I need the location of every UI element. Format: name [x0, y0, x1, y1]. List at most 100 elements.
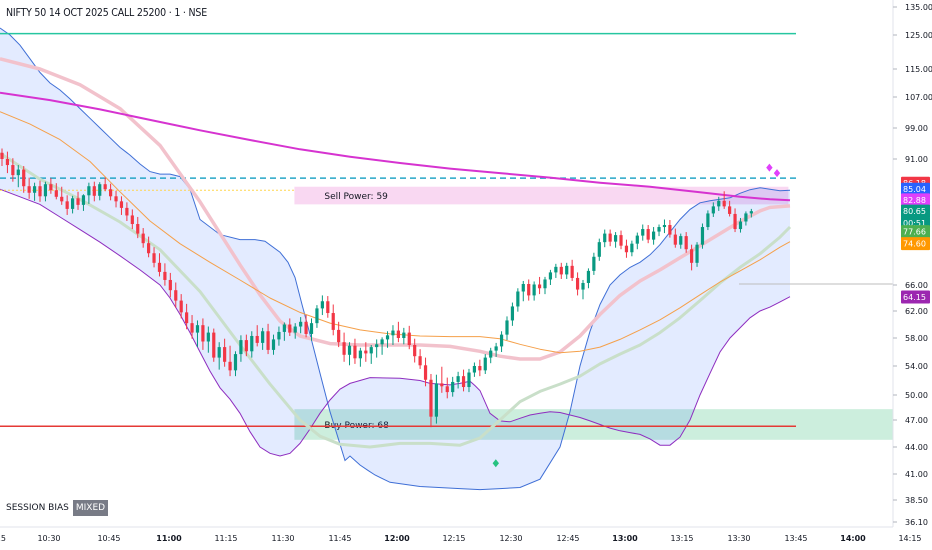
signal-marker-1 [766, 163, 773, 172]
bollinger-band-fill [0, 28, 790, 490]
time-tick-label-3: 11:00 [156, 534, 182, 543]
candle-body-79 [429, 379, 433, 417]
candle-body-74 [402, 332, 406, 338]
candle-body-101 [548, 272, 553, 280]
candle-body-135 [733, 213, 737, 230]
candle-body-56 [304, 321, 308, 334]
candle-body-131 [711, 206, 715, 214]
price-label-text-7: 64.15 [903, 293, 926, 302]
candle-body-136 [738, 221, 743, 230]
candle-body-120 [652, 231, 656, 240]
candle-body-62 [337, 329, 341, 343]
bollinger-upper-line [0, 27, 791, 491]
candle-body-35 [190, 323, 194, 333]
zone-box-1 [294, 409, 893, 440]
candle-body-70 [380, 339, 384, 345]
candle-body-55 [299, 321, 303, 327]
candle-body-118 [641, 229, 645, 236]
candle-body-114 [619, 235, 623, 246]
candle-body-103 [559, 266, 563, 275]
candle-body-72 [391, 330, 395, 336]
candle-body-93 [505, 320, 509, 335]
price-tick-label-12: 44.00 [905, 443, 928, 452]
candle-body-40 [217, 347, 221, 358]
candle-body-126 [684, 236, 688, 250]
candle-body-61 [331, 313, 335, 330]
time-tick-label-7: 12:00 [384, 534, 410, 543]
candle-body-11 [60, 196, 64, 202]
zone-label-0: Sell Power: 59 [324, 192, 388, 202]
candle-body-130 [706, 213, 710, 228]
candle-body-128 [695, 244, 699, 263]
time-tick-label-8: 12:15 [442, 534, 465, 543]
candle-body-4 [22, 169, 26, 187]
price-label-text-3: 80.65 [903, 207, 926, 216]
candle-body-115 [624, 245, 629, 253]
candle-body-2 [11, 165, 15, 176]
candle-body-24 [130, 215, 134, 225]
candle-body-129 [700, 227, 705, 245]
candle-body-50 [271, 339, 276, 350]
candle-body-18 [98, 184, 102, 196]
candle-body-31 [168, 279, 172, 291]
candle-body-22 [119, 201, 124, 208]
candle-body-116 [630, 243, 634, 253]
candle-body-64 [347, 345, 352, 355]
candle-body-34 [185, 312, 189, 324]
candle-body-58 [315, 308, 319, 324]
candle-body-110 [597, 242, 601, 257]
time-tick-label-12: 13:15 [670, 534, 693, 543]
candle-body-65 [353, 345, 357, 359]
price-label-box-6 [901, 237, 930, 251]
candle-body-117 [635, 235, 639, 244]
price-tick-label-0: 135.00 [905, 3, 932, 12]
price-label-box-7 [901, 290, 930, 304]
candle-body-137 [744, 213, 748, 222]
candle-body-23 [125, 207, 129, 216]
candle-body-33 [179, 300, 183, 313]
candle-body-12 [65, 201, 69, 209]
time-tick-label-1: 10:30 [37, 534, 60, 543]
bollinger-lower-line [0, 188, 791, 457]
session-bias-label: SESSION BIAS [6, 502, 69, 513]
candle-body-113 [613, 235, 618, 242]
candle-body-111 [603, 233, 607, 243]
price-tick-label-5: 91.00 [905, 155, 928, 164]
candle-body-92 [499, 334, 504, 347]
zone-box-0 [294, 186, 789, 205]
price-tick-label-2: 115.00 [905, 65, 932, 74]
candle-body-60 [326, 301, 330, 314]
candle-body-78 [423, 365, 428, 380]
time-tick-label-10: 12:45 [556, 534, 579, 543]
candle-body-44 [239, 340, 243, 355]
candle-body-57 [309, 323, 314, 334]
candle-body-82 [445, 386, 449, 393]
price-label-box-5 [901, 225, 930, 239]
candle-body-96 [521, 283, 525, 292]
time-tick-label-11: 13:00 [612, 534, 638, 543]
candle-body-38 [206, 332, 210, 342]
candle-body-17 [92, 186, 96, 196]
candle-body-21 [114, 196, 118, 202]
candle-body-98 [532, 284, 536, 296]
candle-body-6 [32, 186, 37, 193]
candle-body-138 [749, 211, 753, 214]
time-tick-label-0: 9:15 [0, 534, 6, 543]
ma-orange-line [0, 111, 791, 354]
candle-body-133 [722, 200, 726, 207]
candle-body-19 [103, 184, 107, 190]
price-label-text-1: 85.04 [903, 185, 926, 194]
candle-body-16 [87, 186, 91, 196]
candle-body-29 [157, 262, 162, 272]
candle-body-124 [673, 234, 677, 245]
candle-body-88 [478, 366, 482, 371]
candle-body-121 [657, 227, 661, 232]
price-tick-label-7: 62.00 [905, 307, 928, 316]
candle-body-13 [70, 198, 75, 209]
price-tick-label-11: 47.00 [905, 416, 928, 425]
candle-body-63 [342, 342, 346, 355]
candle-body-105 [570, 265, 574, 278]
candle-body-69 [375, 344, 379, 348]
